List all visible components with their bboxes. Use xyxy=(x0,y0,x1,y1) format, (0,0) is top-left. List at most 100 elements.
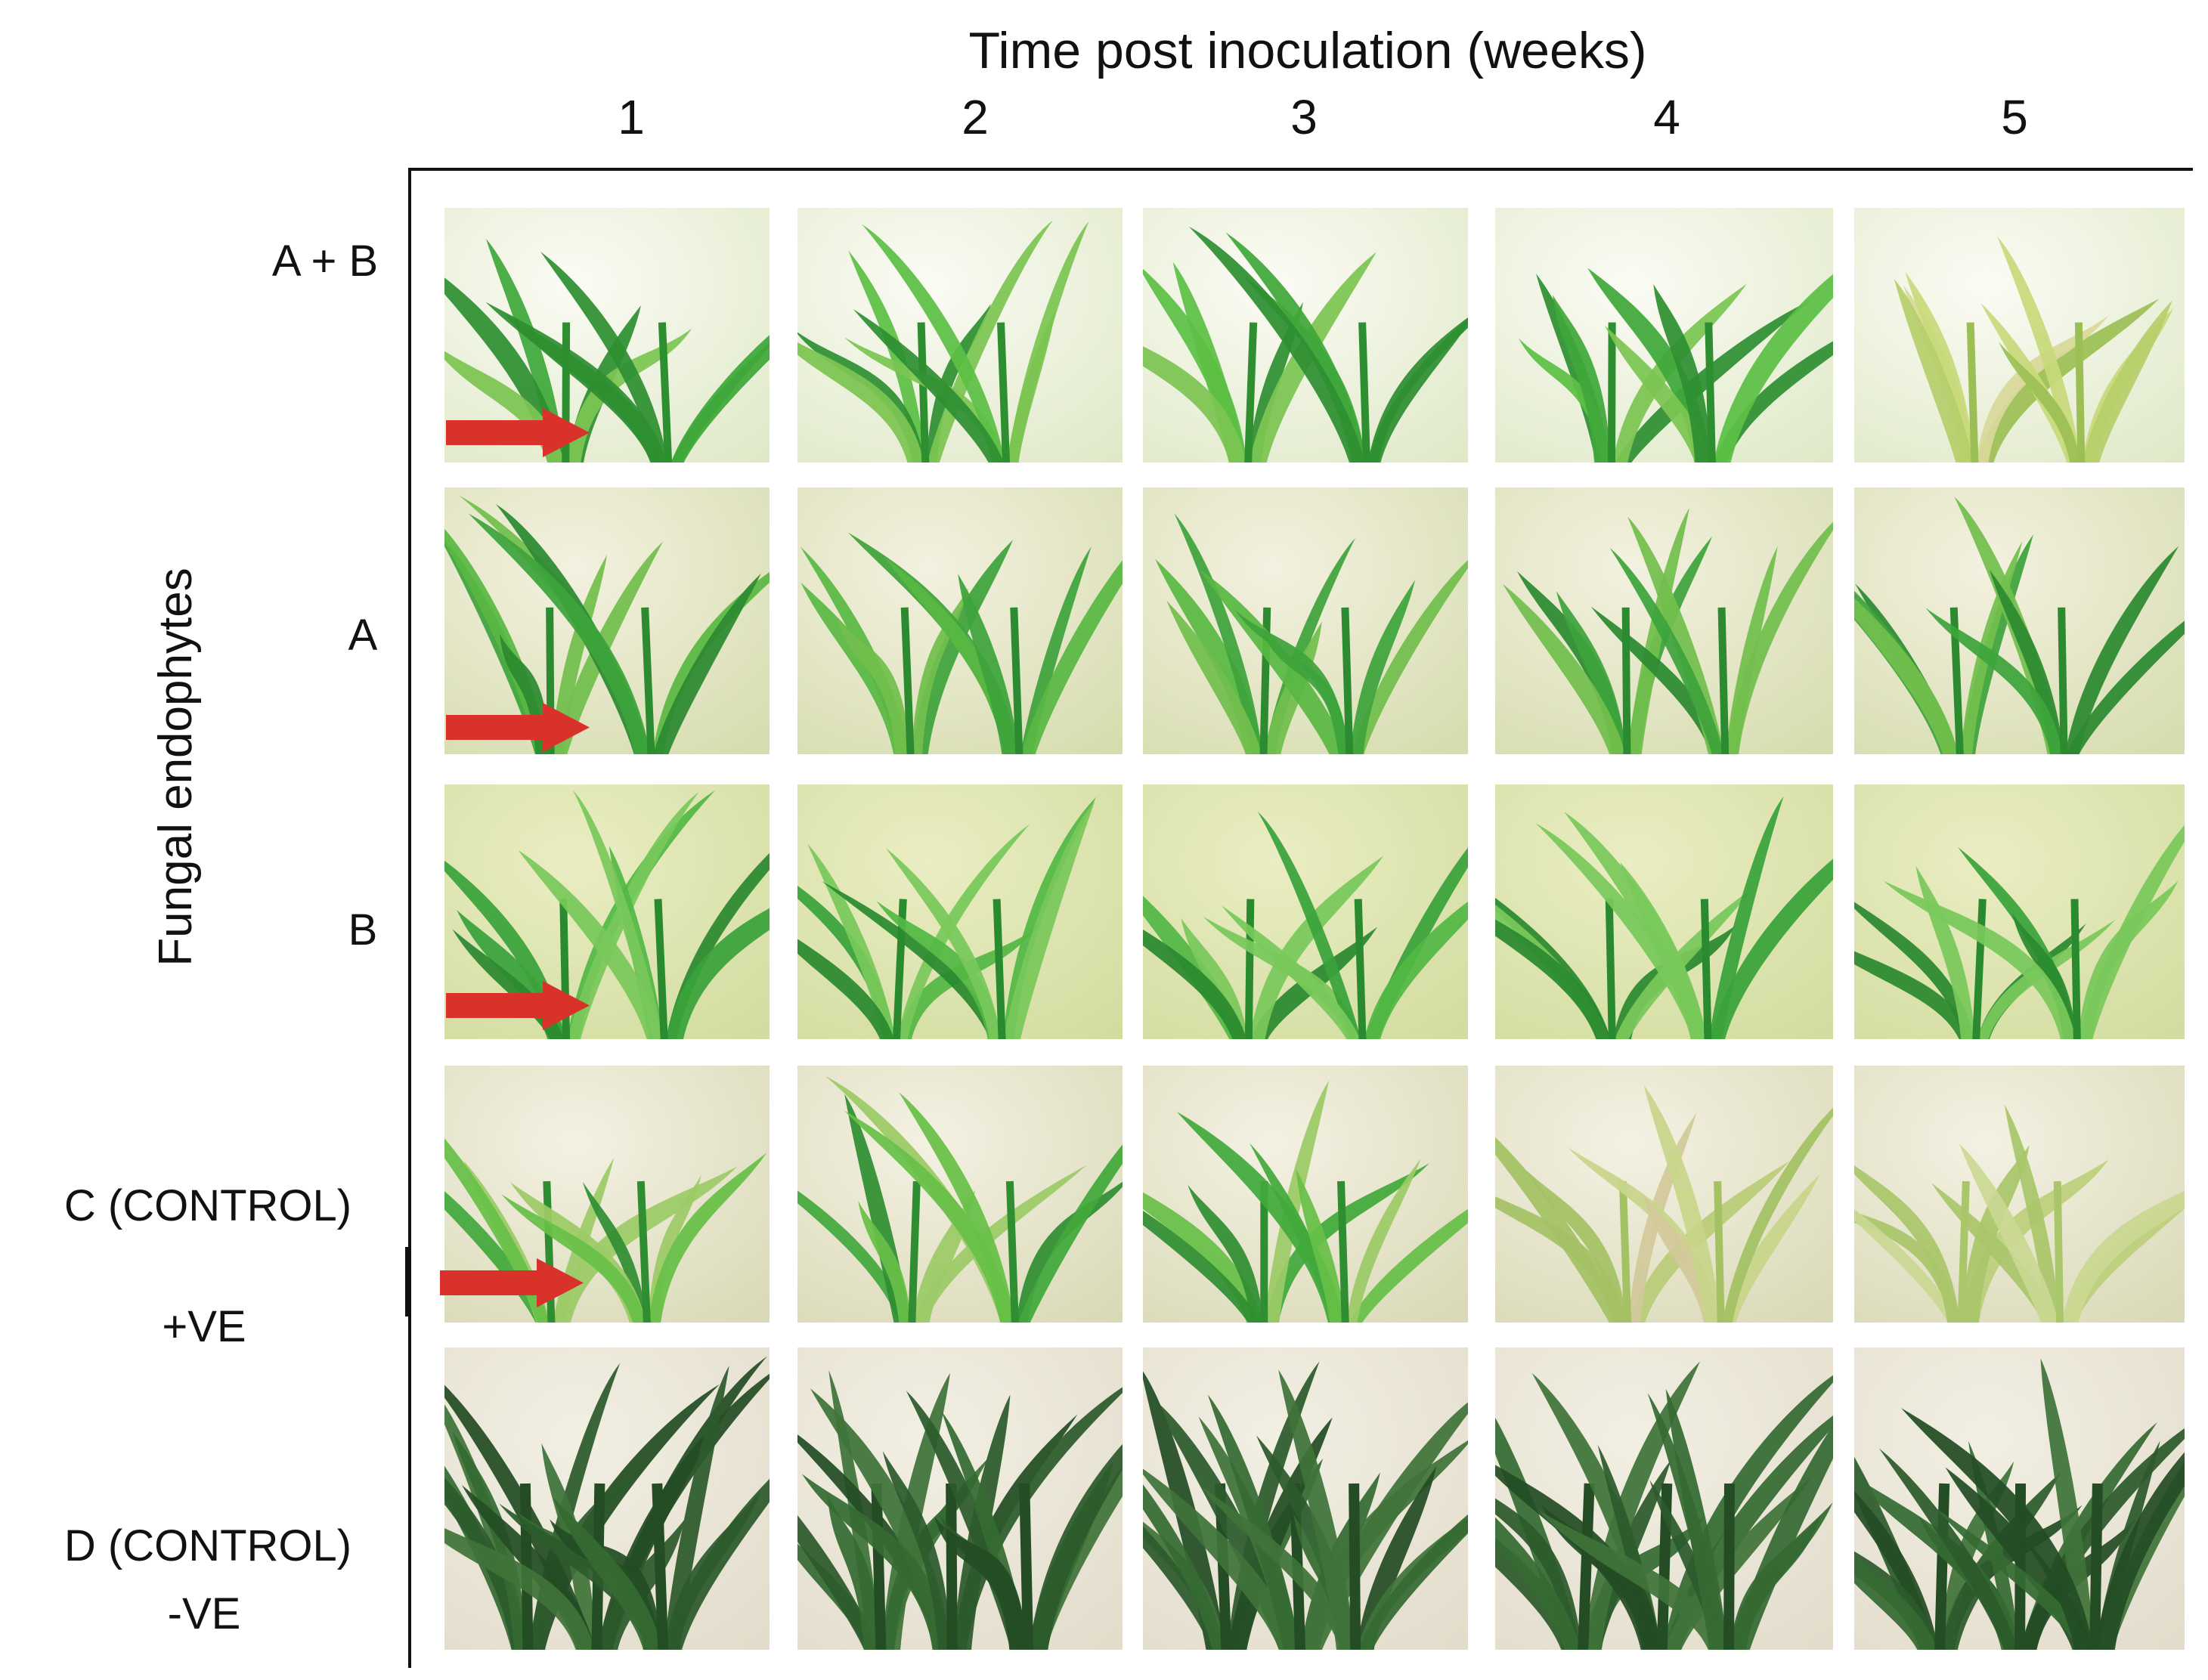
leaf xyxy=(550,1519,663,1650)
photo-row4-week5 xyxy=(1854,1066,2185,1323)
stem xyxy=(997,322,1011,463)
leaf xyxy=(1878,1448,2018,1650)
stem xyxy=(636,1180,651,1323)
stem xyxy=(1705,322,1716,463)
leaf xyxy=(2004,1104,2060,1323)
leaf xyxy=(1925,608,2063,754)
leaf xyxy=(1296,1168,1346,1323)
leaf xyxy=(566,328,692,463)
leaf xyxy=(553,1166,738,1323)
leaf xyxy=(1188,226,1365,463)
week-4-label: 4 xyxy=(1653,90,1680,144)
leaf xyxy=(2067,620,2185,754)
photo-row1-week4 xyxy=(1495,208,1833,463)
stem xyxy=(1714,1180,1725,1323)
leaf xyxy=(1364,902,1468,1039)
leaf xyxy=(1263,634,1349,754)
leaf xyxy=(844,337,1005,463)
photo-row2-week3 xyxy=(1143,487,1468,754)
photo-row3-week2 xyxy=(797,784,1123,1039)
leaf xyxy=(1590,606,1724,754)
leaf xyxy=(1714,274,1833,463)
leaf xyxy=(801,582,910,754)
stem xyxy=(1934,1483,1950,1650)
leaf xyxy=(886,848,1002,1039)
row-label-a-plus-b: A + B xyxy=(271,237,379,286)
stem xyxy=(871,1483,887,1650)
leaf xyxy=(1525,1168,1627,1323)
leaf xyxy=(797,1515,879,1650)
leaf xyxy=(553,1497,662,1650)
stem xyxy=(654,899,668,1039)
leaf xyxy=(1976,315,2109,463)
leaf xyxy=(807,843,895,1039)
leaf xyxy=(1961,1145,2030,1323)
leaf xyxy=(1710,859,1833,1039)
leaf xyxy=(1356,1466,1437,1650)
stem xyxy=(1957,1180,1970,1323)
stem xyxy=(1700,899,1712,1039)
leaf xyxy=(912,540,1013,754)
leaf xyxy=(1143,346,1246,463)
stem xyxy=(2089,1483,2103,1650)
photo-row3-week3 xyxy=(1143,784,1468,1039)
leaf xyxy=(1553,295,1612,463)
stem xyxy=(1244,899,1255,1039)
leaf xyxy=(1653,284,1712,463)
leaf xyxy=(1935,1508,2092,1650)
leaf xyxy=(882,1451,952,1650)
leaf xyxy=(2061,1190,2185,1323)
row-label-d-sub: -VE xyxy=(167,1589,241,1638)
stem xyxy=(658,322,673,463)
red-arrow-icon-row2 xyxy=(446,703,590,752)
leaf xyxy=(1605,326,1711,463)
leaf xyxy=(1628,1112,1697,1323)
leaf xyxy=(1265,1081,1330,1323)
leaf xyxy=(1612,283,1747,463)
leaf xyxy=(1020,546,1092,754)
stem xyxy=(1618,1180,1632,1323)
leaf xyxy=(1222,905,1361,1039)
stem xyxy=(1621,607,1631,754)
leaf xyxy=(1664,1477,1812,1650)
leaf xyxy=(1997,236,2081,463)
photo-row1-week3 xyxy=(1143,208,1468,463)
leaf xyxy=(1901,1408,2094,1650)
leaf xyxy=(666,908,770,1039)
leaf xyxy=(1495,1137,1625,1323)
leaf xyxy=(837,617,911,754)
leaf xyxy=(444,528,550,754)
stem xyxy=(946,1483,958,1650)
leaf xyxy=(1166,600,1262,754)
leaf xyxy=(1714,341,1833,463)
leaf xyxy=(499,1503,662,1650)
leaf xyxy=(1854,1165,1960,1323)
stem xyxy=(1717,607,1730,754)
leaf xyxy=(573,790,664,1039)
leaf xyxy=(1250,855,1384,1039)
leaf xyxy=(1143,929,1246,1039)
leaf xyxy=(2062,1196,2185,1323)
leaf xyxy=(797,939,894,1039)
stem xyxy=(1341,607,1354,754)
stem xyxy=(1244,322,1258,463)
leaf xyxy=(665,852,770,1039)
leaf xyxy=(1722,1108,1833,1323)
leaf xyxy=(1854,951,1974,1039)
leaf xyxy=(2083,300,2172,463)
leaf xyxy=(1003,801,1095,1039)
photo-row1-week2 xyxy=(797,208,1123,463)
leaf xyxy=(1535,823,1707,1039)
stem xyxy=(1358,322,1370,463)
leaf xyxy=(2095,1452,2185,1650)
leaf xyxy=(503,314,667,463)
leaf xyxy=(1629,1161,1790,1323)
leaf xyxy=(1346,1159,1421,1323)
leaf xyxy=(1302,1440,1468,1650)
leaf xyxy=(801,1474,952,1650)
leaf xyxy=(827,1494,881,1650)
leaf xyxy=(821,881,1000,1039)
leaf xyxy=(853,309,1004,463)
leaf xyxy=(468,513,651,754)
stem xyxy=(1723,1483,1735,1650)
